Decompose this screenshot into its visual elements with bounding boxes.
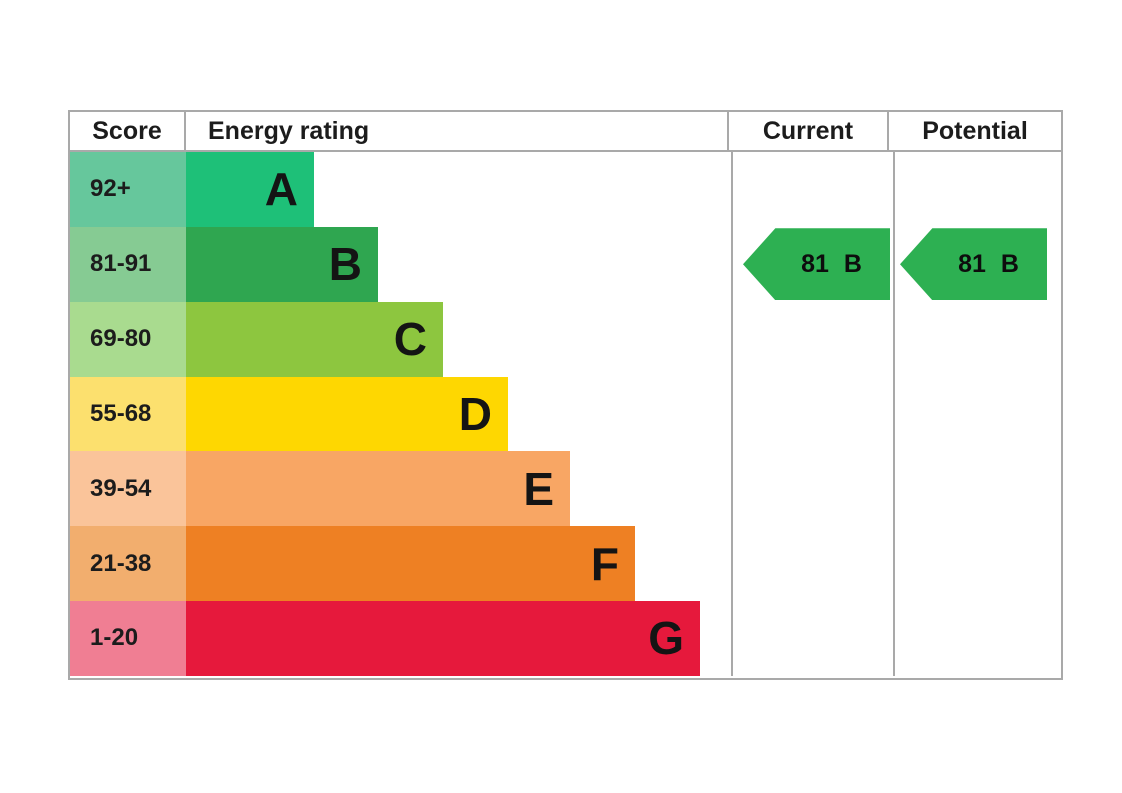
header-potential: Potential — [922, 116, 1028, 145]
band-row-g: 1-20 G — [70, 601, 1061, 676]
score-range-d: 55-68 — [70, 376, 186, 452]
header-score: Score — [70, 112, 186, 150]
current-score: 81 — [801, 249, 829, 278]
potential-score: 81 — [958, 249, 986, 278]
table-header: Score Energy rating Current Potential — [70, 112, 1061, 152]
rating-bar-e: E — [186, 451, 570, 527]
band-row-f: 21-38 F — [70, 526, 1061, 602]
score-range-g: 1-20 — [70, 601, 186, 676]
column-divider-potential — [893, 152, 895, 676]
score-range-c: 69-80 — [70, 301, 186, 377]
chart-body: 92+ A 81-91 B 69-80 C 55-68 D 39-54 E 21-38 F 1-20 G … — [70, 152, 1061, 676]
rating-bar-d: D — [186, 376, 508, 452]
score-range-f: 21-38 — [70, 526, 186, 602]
rating-bar-g: G — [186, 601, 700, 676]
potential-band-letter: B — [1000, 249, 1019, 278]
current-band-letter: B — [843, 249, 862, 278]
band-row-a: 92+ A — [70, 152, 1061, 227]
potential-rating-arrow: 81 B — [900, 228, 1047, 301]
band-row-b: 81-91 B — [70, 226, 1061, 302]
rating-bar-c: C — [186, 301, 443, 377]
epc-table: Score Energy rating Current Potential 92… — [68, 110, 1063, 680]
current-rating-label: 81 B — [801, 250, 862, 279]
score-range-e: 39-54 — [70, 451, 186, 527]
potential-rating-label: 81 B — [958, 250, 1019, 279]
current-rating-arrow: 81 B — [743, 228, 890, 301]
score-range-a: 92+ — [70, 152, 186, 227]
band-row-d: 55-68 D — [70, 376, 1061, 452]
column-divider-current — [731, 152, 733, 676]
header-energy-rating: Energy rating — [186, 112, 729, 150]
band-row-e: 39-54 E — [70, 451, 1061, 527]
score-range-b: 81-91 — [70, 226, 186, 302]
rating-bar-b: B — [186, 226, 378, 302]
rating-bar-a: A — [186, 152, 314, 227]
header-current: Current — [729, 112, 889, 150]
rating-bar-f: F — [186, 526, 635, 602]
band-row-c: 69-80 C — [70, 301, 1061, 377]
